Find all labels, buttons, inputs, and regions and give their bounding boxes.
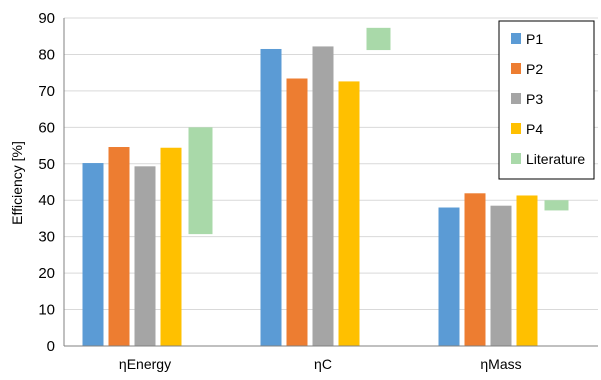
bar-p1-0 bbox=[82, 163, 104, 346]
literature-range-bar-0 bbox=[188, 127, 213, 235]
legend-label: P2 bbox=[526, 61, 543, 77]
bar-p3-2 bbox=[490, 205, 512, 346]
bars bbox=[82, 27, 569, 347]
x-category-label: ηC bbox=[314, 356, 332, 372]
x-category-label: ηMass bbox=[480, 356, 521, 372]
bar-p3-0 bbox=[134, 166, 156, 346]
legend-swatch-p4 bbox=[511, 123, 521, 134]
bar-p2-1 bbox=[286, 78, 308, 347]
legend-label: P4 bbox=[526, 121, 543, 137]
bar-p1-1 bbox=[260, 48, 282, 346]
bar-p4-2 bbox=[516, 195, 538, 346]
y-tick-label: 60 bbox=[38, 119, 55, 136]
legend-swatch-p3 bbox=[511, 93, 521, 104]
x-category-label: ηEnergy bbox=[119, 356, 171, 372]
bar-p2-2 bbox=[464, 193, 486, 346]
bar-p4-1 bbox=[338, 81, 360, 346]
y-tick-label: 20 bbox=[38, 265, 55, 282]
legend-swatch-p2 bbox=[511, 63, 521, 74]
y-axis-title: Efficiency [%] bbox=[9, 141, 25, 225]
y-tick-label: 40 bbox=[38, 192, 55, 209]
legend-label: P3 bbox=[526, 91, 543, 107]
bar-p3-1 bbox=[312, 46, 334, 346]
legend-swatch-p1 bbox=[511, 33, 521, 44]
y-tick-label: 0 bbox=[47, 338, 55, 355]
legend-label: P1 bbox=[526, 31, 543, 47]
bar-p2-0 bbox=[108, 147, 130, 346]
legend-label: Literature bbox=[526, 151, 585, 167]
y-tick-label: 50 bbox=[38, 156, 55, 173]
bar-p4-0 bbox=[160, 147, 182, 346]
y-tick-label: 70 bbox=[38, 83, 55, 100]
legend: P1 P2 P3 P4 Literature bbox=[498, 20, 595, 180]
y-tick-label: 80 bbox=[38, 46, 55, 63]
legend-swatch-literature bbox=[511, 153, 521, 164]
literature-range-bar-1 bbox=[366, 27, 391, 51]
axes: 0 10 20 30 40 50 60 70 80 90 ηEnergy ηC ηMass bbox=[38, 10, 598, 372]
bar-p1-2 bbox=[438, 207, 460, 346]
y-tick-label: 10 bbox=[38, 302, 55, 319]
literature-range-bar-2 bbox=[544, 200, 569, 211]
y-tick-label: 30 bbox=[38, 229, 55, 246]
y-tick-label: 90 bbox=[38, 10, 55, 27]
